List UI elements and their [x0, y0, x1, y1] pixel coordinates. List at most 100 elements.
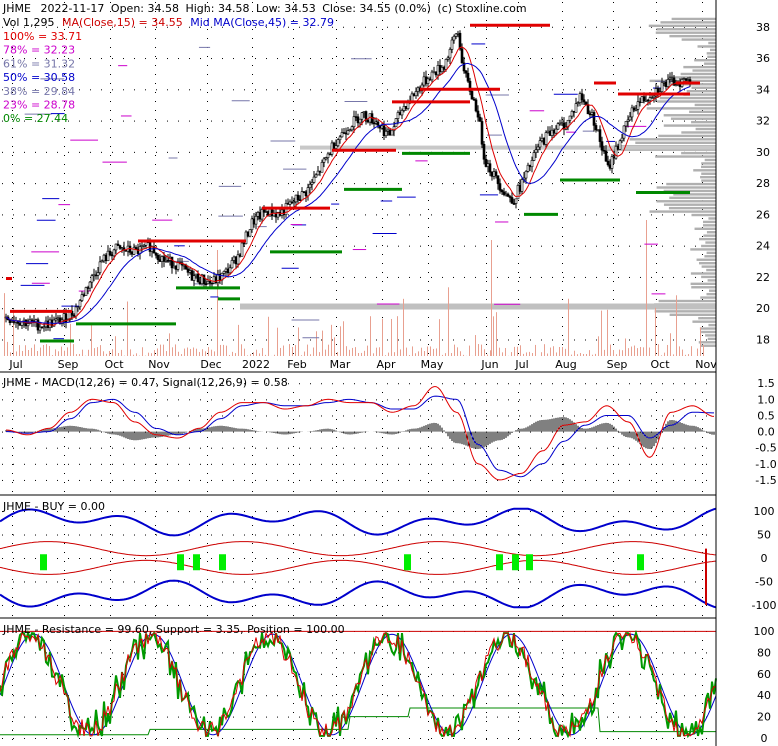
- buy-signal-marker: [193, 554, 200, 571]
- candle-body: [182, 264, 186, 267]
- fib-level-label: 0% = 27.44: [3, 112, 68, 125]
- candle-body: [506, 193, 510, 197]
- candle-body: [516, 185, 520, 200]
- candle-body: [396, 112, 400, 119]
- candle-body: [140, 245, 144, 247]
- candle-body: [166, 259, 170, 262]
- candle-body: [248, 229, 252, 237]
- candle-body: [194, 273, 198, 277]
- candle-body: [478, 116, 482, 122]
- candle-body: [468, 80, 472, 92]
- moving-average-line: [5, 62, 691, 324]
- candle-body: [172, 265, 176, 269]
- y-tick-label: -50: [755, 575, 773, 588]
- candle-body: [192, 275, 196, 281]
- candle-body: [606, 160, 610, 166]
- price-panel: 38 36 34 32 30 28 26 24 22 20 18 Jul Sep Oct Nov Dec 20…: [0, 0, 770, 373]
- candle-body: [650, 97, 654, 99]
- buy-signal-marker: [40, 554, 47, 571]
- candle-body: [598, 129, 602, 142]
- y-tick-label: -100: [752, 599, 777, 612]
- candle-body: [156, 254, 160, 260]
- candle-body: [474, 99, 478, 112]
- candle-body: [154, 252, 158, 256]
- x-tick-label: Mar: [330, 358, 351, 371]
- x-tick-label: Nov: [148, 358, 170, 371]
- buy-signal-marker: [637, 554, 644, 571]
- candle-body: [524, 171, 528, 179]
- candle-body: [508, 196, 512, 198]
- candle-body: [586, 104, 590, 115]
- candle-body: [314, 174, 318, 178]
- y-tick-label: 20: [756, 302, 770, 315]
- macd-panel: 1.5 1.0 0.5 0.0 -0.5 -1.0 -1.5 JHME - MACD(12,…: [0, 376, 777, 496]
- candle-body: [446, 57, 450, 60]
- candle-body: [128, 245, 132, 253]
- candle-body: [118, 245, 122, 249]
- candle-body: [76, 306, 80, 309]
- x-tick-label: Aug: [555, 358, 576, 371]
- candle-body: [500, 190, 504, 193]
- y-tick-label: 1.5: [757, 377, 775, 390]
- candle-body: [454, 33, 458, 37]
- y-tick-label: 34: [756, 83, 770, 96]
- candle-body: [36, 319, 40, 331]
- candle-body: [512, 203, 516, 205]
- candle-body: [614, 145, 618, 159]
- candle-body: [92, 274, 96, 277]
- candle-body: [210, 282, 214, 285]
- candle-body: [394, 118, 398, 128]
- candle-body: [624, 121, 628, 127]
- fib-level-label: 78% = 32.23: [3, 44, 75, 57]
- fib-level-label: 23% = 28.78: [3, 99, 75, 112]
- buy-signal-marker: [177, 554, 184, 571]
- candle-body: [160, 256, 164, 262]
- candle-body: [594, 125, 598, 131]
- candle-body: [158, 259, 162, 262]
- candle-body: [464, 70, 468, 74]
- candle-body: [30, 319, 34, 322]
- y-tick-label: 50: [757, 529, 771, 542]
- candle-body: [622, 125, 626, 139]
- candle-body: [554, 128, 558, 134]
- candle-body: [642, 96, 646, 102]
- candle-body: [626, 119, 630, 122]
- candle-body: [364, 111, 368, 121]
- candle-body: [618, 140, 622, 150]
- candle-body: [326, 153, 330, 158]
- candle-body: [42, 326, 46, 329]
- candle-body: [562, 122, 566, 130]
- candle-body: [322, 158, 326, 163]
- candle-body: [648, 97, 652, 101]
- y-tick-label: 36: [756, 52, 770, 65]
- candle-body: [462, 62, 466, 72]
- candle-body: [174, 265, 178, 270]
- fib-level-label: 100% = 33.71: [3, 30, 82, 43]
- candle-body: [190, 270, 194, 281]
- candle-body: [350, 126, 354, 131]
- candle-body: [116, 243, 120, 246]
- candle-body: [674, 84, 678, 87]
- candle-body: [226, 268, 230, 274]
- candle-body: [196, 273, 200, 283]
- y-tick-label: 60: [757, 668, 771, 681]
- candle-body: [444, 59, 448, 70]
- price-series: [4, 23, 700, 343]
- buy-signal-marker: [219, 554, 226, 571]
- candle-body: [114, 243, 118, 251]
- fib-level-label: 61% = 31.32: [3, 57, 75, 70]
- buy-signal-marker: [526, 554, 533, 571]
- candle-body: [186, 268, 190, 273]
- candle-body: [360, 112, 364, 120]
- candle-body: [514, 198, 518, 204]
- candle-body: [82, 294, 86, 296]
- candle-body: [232, 256, 236, 261]
- candle-body: [382, 125, 386, 137]
- legend-row: Vol 1,295 MA(Close,15) = 34.55 Mid MA(Cl…: [3, 16, 334, 29]
- candle-body: [450, 39, 454, 50]
- candle-body: [100, 260, 104, 263]
- candle-body: [110, 254, 114, 257]
- y-tick-label: -0.5: [755, 442, 776, 455]
- candle-body: [502, 191, 506, 195]
- candle-body: [672, 77, 676, 86]
